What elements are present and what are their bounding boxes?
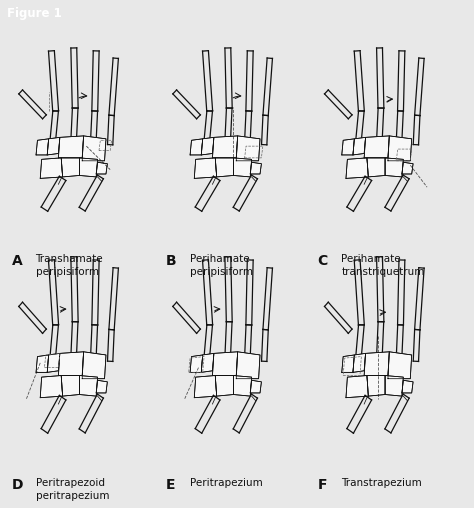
Polygon shape xyxy=(212,136,237,158)
Text: A: A xyxy=(12,254,23,268)
Polygon shape xyxy=(36,139,49,155)
Polygon shape xyxy=(82,136,106,161)
Text: Transhamate
peripisiform: Transhamate peripisiform xyxy=(36,254,103,277)
Polygon shape xyxy=(342,355,355,372)
Polygon shape xyxy=(236,352,260,378)
Polygon shape xyxy=(388,136,412,161)
Polygon shape xyxy=(402,162,413,174)
Polygon shape xyxy=(402,380,413,393)
Polygon shape xyxy=(233,375,252,396)
Text: Perihamate
transtriquetrum: Perihamate transtriquetrum xyxy=(341,254,425,277)
Polygon shape xyxy=(58,136,83,158)
Polygon shape xyxy=(96,380,107,393)
Polygon shape xyxy=(385,375,403,396)
Text: F: F xyxy=(318,478,327,492)
Polygon shape xyxy=(40,375,63,398)
Polygon shape xyxy=(61,158,80,177)
Polygon shape xyxy=(194,375,217,398)
Polygon shape xyxy=(36,355,49,372)
Polygon shape xyxy=(47,354,60,372)
Polygon shape xyxy=(250,380,261,393)
Polygon shape xyxy=(201,354,214,372)
Polygon shape xyxy=(388,352,412,378)
Polygon shape xyxy=(201,137,214,155)
Polygon shape xyxy=(40,158,63,178)
Polygon shape xyxy=(346,375,368,398)
Polygon shape xyxy=(190,355,203,372)
Polygon shape xyxy=(58,352,83,375)
Polygon shape xyxy=(212,352,237,375)
Text: Peritrapezium: Peritrapezium xyxy=(190,478,262,488)
Text: D: D xyxy=(12,478,23,492)
Polygon shape xyxy=(47,137,60,155)
Polygon shape xyxy=(82,352,106,378)
Text: Peritrapezoid
peritrapezium: Peritrapezoid peritrapezium xyxy=(36,478,109,501)
Text: C: C xyxy=(318,254,328,268)
Polygon shape xyxy=(385,158,403,177)
Polygon shape xyxy=(96,162,107,174)
Polygon shape xyxy=(215,375,233,396)
Polygon shape xyxy=(342,139,355,155)
Polygon shape xyxy=(80,375,98,396)
Polygon shape xyxy=(215,158,233,177)
Polygon shape xyxy=(367,158,385,177)
Text: Figure 1: Figure 1 xyxy=(7,7,62,20)
Polygon shape xyxy=(236,136,260,161)
Polygon shape xyxy=(353,354,365,372)
Polygon shape xyxy=(367,375,385,396)
Text: Transtrapezium: Transtrapezium xyxy=(341,478,422,488)
Polygon shape xyxy=(233,158,252,177)
Polygon shape xyxy=(346,158,368,178)
Polygon shape xyxy=(353,137,365,155)
Polygon shape xyxy=(80,158,98,177)
Polygon shape xyxy=(250,162,261,174)
Polygon shape xyxy=(194,158,217,178)
Polygon shape xyxy=(190,139,203,155)
Text: Perihamate
peripisiform: Perihamate peripisiform xyxy=(190,254,253,277)
Polygon shape xyxy=(364,136,389,158)
Text: E: E xyxy=(166,478,175,492)
Polygon shape xyxy=(61,375,80,396)
Text: B: B xyxy=(166,254,176,268)
Polygon shape xyxy=(364,352,389,375)
